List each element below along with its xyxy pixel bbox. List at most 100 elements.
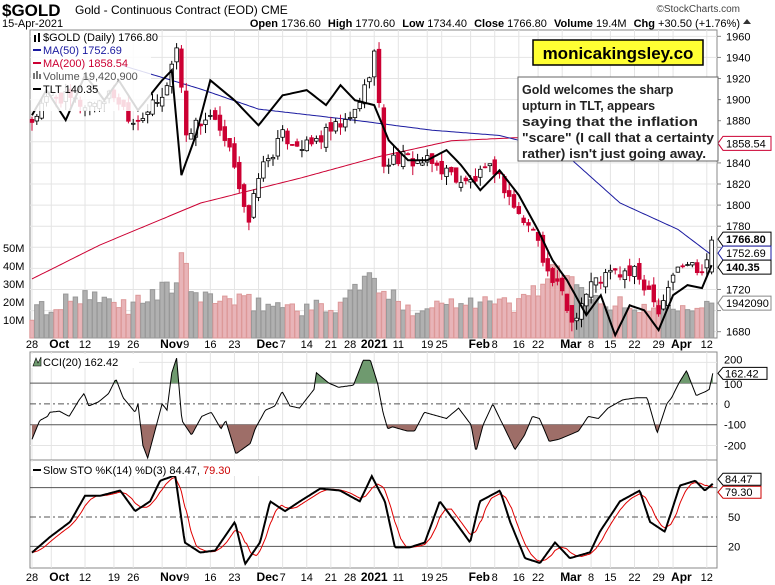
candle-body [155,102,160,104]
volume-bar [207,293,214,339]
candle-body [285,130,290,145]
candle-body [164,85,170,96]
volume-bar [376,292,382,339]
candle-body [304,139,309,152]
candle-body [608,269,613,273]
ma50-line [123,65,712,256]
candle-body [241,184,247,207]
candle-body [338,123,343,128]
volume-bar [492,303,498,339]
candle-body [150,99,155,115]
volume-bar [178,252,185,339]
volume-bar [400,309,406,339]
volume-bar [164,281,170,339]
x-axis-label: Dec [257,570,279,584]
candle-body [290,144,295,146]
candle-body [690,262,695,266]
legend-tlt: TLT 140.35 [43,84,98,96]
candle-body [670,274,676,283]
volume-bar [77,303,83,339]
candle-body [526,222,531,226]
low-value: 1734.40 [427,18,467,30]
candle-body [391,154,396,165]
x-axis-label: 21 [325,572,337,584]
x-axis-label: 23 [228,572,240,584]
x-axis-label: 23 [228,339,240,351]
volume-bar [87,299,93,339]
candle-body [675,266,681,273]
volume-bar [53,309,59,339]
volume-tick-label: 30M [3,279,24,291]
volume-bar [304,303,310,339]
x-axis-label: 28 [26,572,38,584]
x-axis-label: Apr [671,570,692,584]
price-tick-label: 1940 [726,52,750,64]
volume-tick-label: 20M [3,297,24,309]
cci-tick-label: 100 [724,379,742,391]
volume-bar [689,310,696,339]
candle-body [603,272,608,288]
x-axis-label: 2021 [361,337,388,351]
volume-bar [332,312,339,339]
candle-body [540,234,546,263]
volume-bar [357,289,363,339]
candle-body [145,111,150,115]
brand-box [532,39,704,66]
candle-body [685,264,690,266]
comment-line: "scare" (I call that a certainty [522,131,714,145]
volume-bar [680,305,686,339]
sto-d-title: 79.30 [203,465,231,477]
x-axis-label: 16 [204,572,216,584]
volume-bar [154,299,161,339]
candle-body [400,151,406,167]
x-axis-label: 7 [280,339,286,351]
volume-bar [347,289,353,339]
volume-bar [472,307,479,339]
candle-body [588,281,594,298]
x-axis-label: Mar [560,337,582,351]
volume-bar [202,291,209,339]
candle-body [265,158,271,162]
volume-bar [38,301,45,339]
x-axis-label: 22 [628,572,640,584]
candle-body [372,50,377,78]
candle-body [593,277,599,286]
comment-line: rather) isn't just going away. [522,147,706,161]
volume-bar [318,303,324,339]
candle-body [34,115,40,122]
volume-bar [111,301,117,339]
candle-body [217,114,223,131]
candle-body [386,164,391,167]
cci-area-icon [32,356,42,367]
x-axis-label: 19 [108,339,120,351]
volume-bar [159,281,165,339]
candle-body [651,284,656,303]
candle-body [434,162,440,166]
cci-panel: 200 100 0 -100 -200 162.42 [29,351,768,461]
volume-bar [241,295,247,339]
volume-bar [390,289,397,339]
volume-marker [717,295,772,311]
x-axis-label: Mar [560,570,582,584]
volume-bar [439,302,445,339]
volume-bar [265,303,271,339]
volume-bar [328,309,334,339]
sto-d-label: 79.30 [725,487,753,499]
legend: $GOLD (Daily) 1766.80 MA(50) 1752.69 MA(… [31,31,158,111]
volume-bar [279,307,286,339]
volume-bar [63,293,69,339]
volume-bar [458,303,464,339]
candle-body [680,265,685,268]
cci-overbought-area [32,358,713,384]
candle-body [545,258,550,272]
volume-bar [183,262,189,339]
candle-body [453,167,459,183]
price-tick-label: 1800 [726,200,750,212]
volume-bar [366,272,373,339]
volume-bar [511,311,517,339]
x-axis-label: 28 [344,572,356,584]
volume-bar [617,296,623,339]
volume-bar [342,297,349,339]
volume-bar [212,303,218,339]
volume-bar [670,308,676,339]
